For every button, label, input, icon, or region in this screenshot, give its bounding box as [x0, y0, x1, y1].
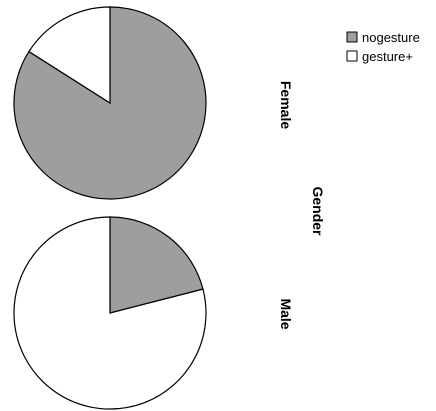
panel-label-female: Female	[278, 81, 294, 129]
facet-title-gender: Gender	[310, 186, 326, 236]
pie-slice-female-gesture-plus	[28, 6, 111, 105]
pie-panels	[13, 6, 207, 410]
legend: nogesture gesture+	[346, 30, 420, 64]
legend-swatch-gesture-plus	[346, 50, 358, 62]
pie-slice-male-nogesture	[109, 216, 204, 314]
legend-label-nogesture: nogesture	[362, 30, 420, 45]
panel-label-male: Male	[278, 298, 294, 329]
legend-label-gesture-plus: gesture+	[362, 49, 413, 64]
pie-slice-male-gesture-plus	[13, 216, 207, 410]
legend-swatch-nogesture	[346, 31, 358, 43]
pie-slice-female-nogesture	[13, 6, 207, 200]
